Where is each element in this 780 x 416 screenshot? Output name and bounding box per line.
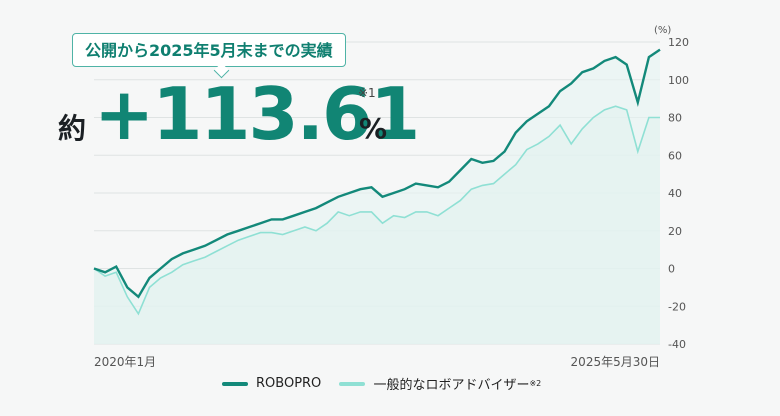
return-note: ※1 <box>358 86 376 100</box>
chart-legend: ROBOPRO 一般的なロボアドバイザー ※2 <box>222 374 555 393</box>
legend-item-generic: 一般的なロボアドバイザー ※2 <box>339 374 541 393</box>
legend-swatch-generic <box>339 381 366 386</box>
y-tick-label: -40 <box>668 338 686 351</box>
legend-item-robopro: ROBOPRO <box>222 376 321 391</box>
y-tick-label: 40 <box>668 187 682 200</box>
return-prefix: 約 <box>58 112 87 145</box>
legend-label-robopro: ROBOPRO <box>256 376 322 391</box>
y-tick-label: -20 <box>668 300 686 313</box>
series-line-robopro <box>93 48 661 299</box>
x-end-label: 2025年5月30日 <box>571 355 660 369</box>
y-tick-label: 0 <box>668 263 675 276</box>
return-value: +113.61 <box>94 72 420 156</box>
legend-note-generic: ※2 <box>529 379 542 388</box>
legend-swatch-robopro <box>222 381 248 386</box>
y-tick-label: 60 <box>668 149 682 162</box>
y-tick-label: 100 <box>668 74 689 87</box>
legend-label-generic: 一般的なロボアドバイザー <box>373 378 530 393</box>
period-badge: 公開から2025年5月末までの実績 <box>72 33 346 67</box>
x-start-label: 2020年1月 <box>94 355 156 369</box>
y-tick-label: 120 <box>668 36 689 49</box>
y-tick-label: 20 <box>668 225 682 238</box>
robopro-area <box>94 49 660 344</box>
series-line-generic <box>93 105 660 316</box>
y-tick-label: 80 <box>668 112 682 125</box>
return-unit: % <box>359 112 388 145</box>
y-unit-label: (%) <box>654 25 671 36</box>
y-tick-labels: 120 100 80 60 40 20 0 -20 -40 <box>668 36 689 351</box>
